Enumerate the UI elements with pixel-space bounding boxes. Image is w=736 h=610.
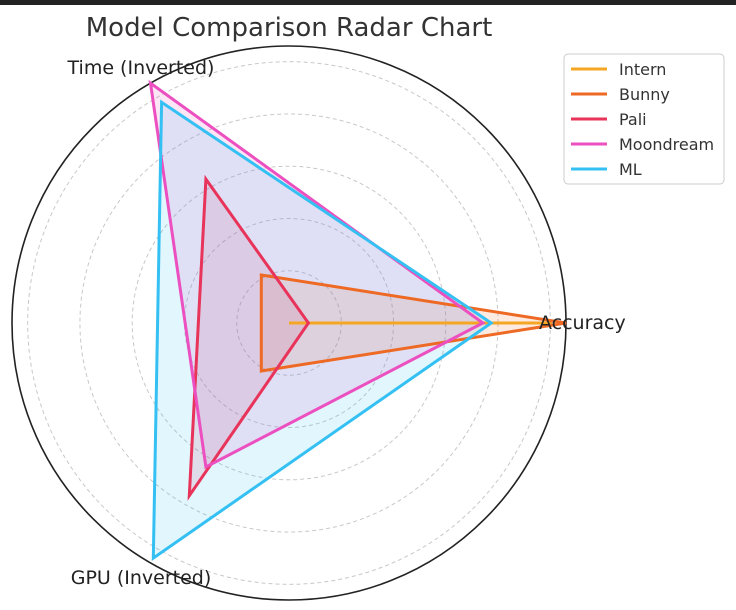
axis-label-time: Time (Inverted) [67,57,215,79]
chart-title: Model Comparison Radar Chart [86,13,493,43]
series-line-ml [151,99,494,562]
axis-label-gpu: GPU (Inverted) [71,567,212,589]
series-fill-moondream [150,83,483,467]
legend: Intern Bunny Pali Moondream ML [563,53,725,185]
legend-label-bunny: Bunny [619,85,670,104]
series-line-pali [187,174,311,501]
axis-label-accuracy: Accuracy [539,312,626,334]
series-fill-pali [189,179,309,496]
legend-label-moondream: Moondream [619,135,714,154]
series-line-moondream [148,79,486,470]
legend-label-ml: ML [619,160,642,179]
top-border [0,0,736,5]
series-polygons [148,79,567,562]
legend-box [563,53,725,185]
series-line-bunny [259,273,567,373]
series-fill-ml [153,102,492,559]
legend-label-intern: Intern [619,60,666,79]
legend-label-pali: Pali [619,110,647,129]
